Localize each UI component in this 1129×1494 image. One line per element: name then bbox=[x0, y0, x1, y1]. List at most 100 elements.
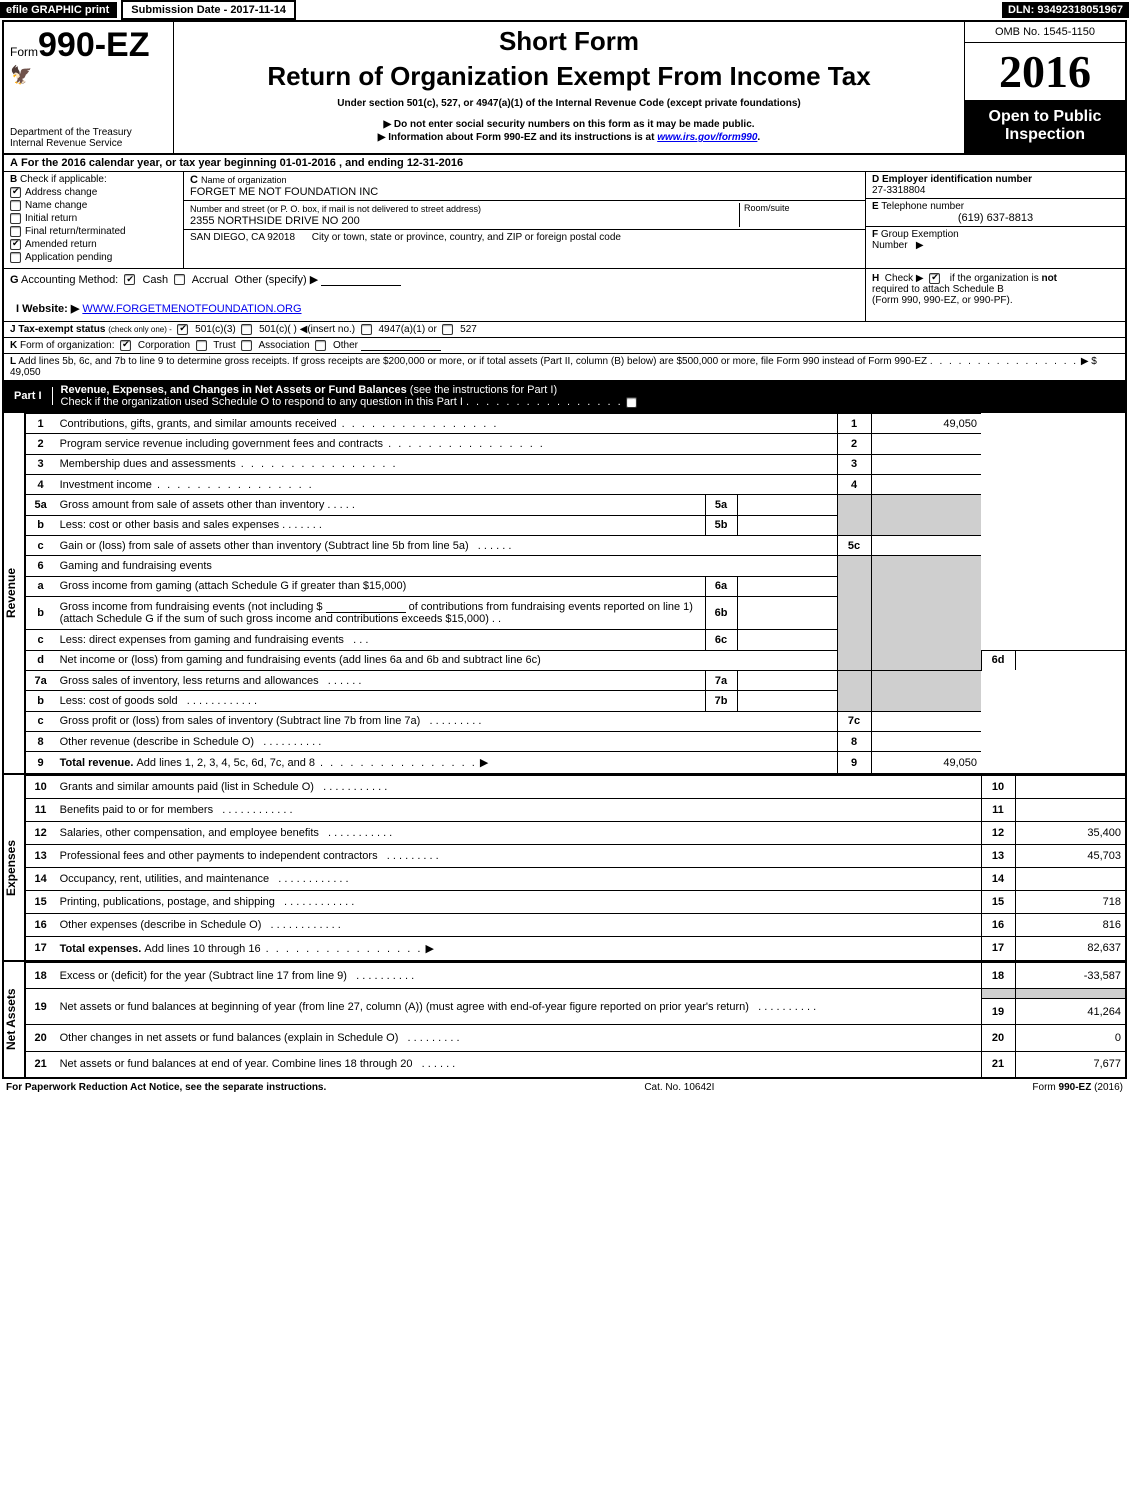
b-2: Initial return bbox=[25, 213, 77, 224]
open-line1: Open to Public bbox=[967, 108, 1123, 126]
form-header: Form990-EZ 🦅 Department of the Treasury … bbox=[4, 22, 1125, 155]
ln7a-mid: 7a bbox=[705, 670, 737, 690]
chk-trust[interactable] bbox=[196, 340, 207, 351]
ln5b-midamt bbox=[737, 515, 837, 535]
print-button[interactable]: efile GRAPHIC print bbox=[0, 2, 117, 18]
line-7c: c Gross profit or (loss) from sales of i… bbox=[26, 711, 1125, 731]
h-t3: (Form 990, 990-EZ, or 990-PF). bbox=[872, 295, 1013, 306]
irs-link[interactable]: www.irs.gov/form990 bbox=[657, 132, 757, 143]
ln18-rtnum: 18 bbox=[981, 962, 1015, 988]
c-name-row: C Name of organization FORGET ME NOT FOU… bbox=[184, 172, 865, 201]
dept-irs: Internal Revenue Service bbox=[10, 138, 167, 149]
chk-address-change[interactable] bbox=[10, 187, 21, 198]
chk-other-org[interactable] bbox=[315, 340, 326, 351]
line-16: 16 Other expenses (describe in Schedule … bbox=[26, 913, 1125, 936]
j-o3: 4947(a)(1) or bbox=[378, 324, 436, 335]
j-text: Tax-exempt status bbox=[18, 324, 105, 335]
h-pre: Check ▶ bbox=[885, 273, 924, 284]
ln6b-blank[interactable] bbox=[326, 602, 406, 613]
ln12-desc: Salaries, other compensation, and employ… bbox=[60, 827, 319, 839]
col-def: D Employer identification number 27-3318… bbox=[865, 172, 1125, 268]
chk-527[interactable] bbox=[442, 324, 453, 335]
ln14-rtnum: 14 bbox=[981, 867, 1015, 890]
i-row: I Website: ▶ WWW.FORGETMENOTFOUNDATION.O… bbox=[10, 300, 859, 317]
e-text: Telephone number bbox=[881, 201, 964, 212]
c-name-label: Name of organization bbox=[201, 175, 287, 185]
chk-cash[interactable] bbox=[124, 274, 135, 285]
chk-application-pending[interactable] bbox=[10, 252, 21, 263]
ln14-desc: Occupancy, rent, utilities, and maintena… bbox=[60, 873, 270, 885]
line-20: 20 Other changes in net assets or fund b… bbox=[26, 1025, 1125, 1051]
ln7a-midamt bbox=[737, 670, 837, 690]
ln7a-desc: Gross sales of inventory, less returns a… bbox=[60, 675, 319, 687]
ln3-amt bbox=[871, 454, 981, 474]
ln3-desc: Membership dues and assessments bbox=[60, 458, 236, 470]
ln9-amt: 49,050 bbox=[871, 752, 981, 773]
k-other-blank[interactable] bbox=[361, 340, 441, 351]
ln3-rtnum: 3 bbox=[837, 454, 871, 474]
ln18-amt: -33,587 bbox=[1015, 962, 1125, 988]
chk-final-return[interactable] bbox=[10, 226, 21, 237]
c-label: C bbox=[190, 174, 198, 186]
ln2-desc: Program service revenue including govern… bbox=[60, 438, 383, 450]
chk-assoc[interactable] bbox=[241, 340, 252, 351]
omb-no: OMB No. 1545-1150 bbox=[965, 22, 1125, 43]
page-footer: For Paperwork Reduction Act Notice, see … bbox=[0, 1079, 1129, 1096]
g-accrual: Accrual bbox=[192, 274, 229, 286]
part1-title-text: Revenue, Expenses, and Changes in Net As… bbox=[61, 384, 410, 396]
line-3: 3 Membership dues and assessments 3 bbox=[26, 454, 1125, 474]
line-18: 18 Excess or (deficit) for the year (Sub… bbox=[26, 962, 1125, 988]
d-label: D bbox=[872, 174, 879, 185]
ln5a-mid: 5a bbox=[705, 495, 737, 515]
info-prefix: ▶ Information about Form 990-EZ and its … bbox=[378, 132, 657, 143]
ln15-desc: Printing, publications, postage, and shi… bbox=[60, 896, 275, 908]
ln8-amt bbox=[871, 731, 981, 751]
header-right: OMB No. 1545-1150 2016 Open to Public In… bbox=[965, 22, 1125, 153]
b-5: Application pending bbox=[25, 253, 112, 264]
dept: Department of the Treasury Internal Reve… bbox=[10, 127, 167, 149]
website-link[interactable]: WWW.FORGETMENOTFOUNDATION.ORG bbox=[82, 303, 301, 315]
ln10-desc: Grants and similar amounts paid (list in… bbox=[60, 781, 314, 793]
c-city-row: SAN DIEGO, CA 92018 City or town, state … bbox=[184, 230, 865, 264]
c-addr-label: Number and street (or P. O. box, if mail… bbox=[190, 204, 481, 214]
ln17-rtnum: 17 bbox=[981, 936, 1015, 960]
chk-schedule-o[interactable] bbox=[626, 397, 637, 408]
ln5c-desc: Gain or (loss) from sale of assets other… bbox=[60, 540, 469, 552]
chk-name-change[interactable] bbox=[10, 200, 21, 211]
ln6a-midamt bbox=[737, 576, 837, 596]
line-9: 9 Total revenue. Add lines 1, 2, 3, 4, 5… bbox=[26, 752, 1125, 773]
chk-501c3[interactable] bbox=[177, 324, 188, 335]
ln10-amt bbox=[1015, 775, 1125, 798]
chk-h[interactable] bbox=[929, 273, 940, 284]
ln4-amt bbox=[871, 474, 981, 494]
info-suffix: . bbox=[757, 132, 760, 143]
org-addr: 2355 NORTHSIDE DRIVE NO 200 bbox=[190, 215, 360, 227]
ln16-amt: 816 bbox=[1015, 913, 1125, 936]
ln19-amt: 41,264 bbox=[1015, 998, 1125, 1024]
ln6b-lbl: b bbox=[26, 597, 56, 630]
j-o4: 527 bbox=[460, 324, 477, 335]
ln8-desc: Other revenue (describe in Schedule O) bbox=[60, 736, 254, 748]
ln6c-desc: Less: direct expenses from gaming and fu… bbox=[60, 634, 344, 646]
ln14-amt bbox=[1015, 867, 1125, 890]
chk-4947[interactable] bbox=[361, 324, 372, 335]
d-row: D Employer identification number 27-3318… bbox=[866, 172, 1125, 199]
line-14: 14 Occupancy, rent, utilities, and maint… bbox=[26, 867, 1125, 890]
g-other-blank[interactable] bbox=[321, 275, 401, 286]
chk-501c[interactable] bbox=[241, 324, 252, 335]
ln2-amt bbox=[871, 434, 981, 454]
revenue-table: 1 Contributions, gifts, grants, and simi… bbox=[26, 413, 1125, 773]
ln5b-mid: 5b bbox=[705, 515, 737, 535]
ln6c-lbl: c bbox=[26, 630, 56, 650]
part1-dots bbox=[466, 396, 623, 408]
chk-corp[interactable] bbox=[120, 340, 131, 351]
footer-right-post: (2016) bbox=[1091, 1082, 1123, 1093]
chk-accrual[interactable] bbox=[174, 274, 185, 285]
ln16-desc: Other expenses (describe in Schedule O) bbox=[60, 919, 262, 931]
dln: DLN: 93492318051967 bbox=[1002, 2, 1129, 18]
chk-initial-return[interactable] bbox=[10, 213, 21, 224]
chk-amended-return[interactable] bbox=[10, 239, 21, 250]
ln5c-lbl: c bbox=[26, 535, 56, 555]
revenue-section: Revenue 1 Contributions, gifts, grants, … bbox=[4, 411, 1125, 773]
ln15-amt: 718 bbox=[1015, 890, 1125, 913]
